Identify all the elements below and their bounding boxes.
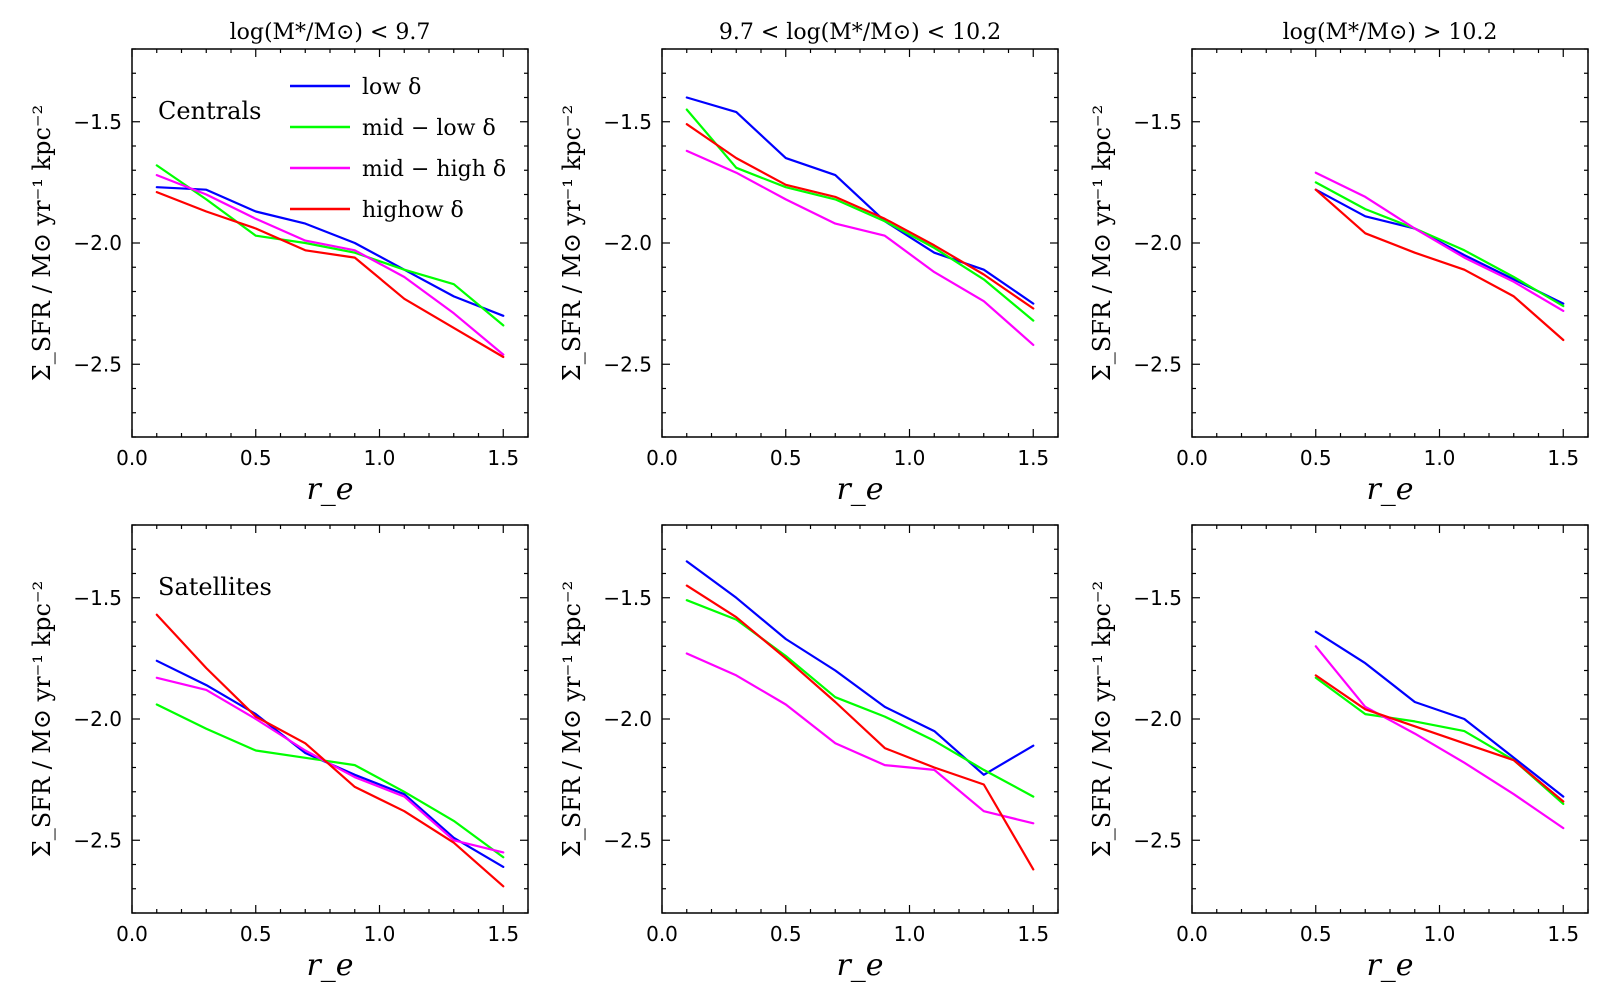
series-line-mid-high	[1314, 645, 1565, 830]
y-tick-label: −1.5	[603, 586, 652, 610]
series-line-mid-low	[685, 108, 1035, 322]
y-axis-label: Σ_SFR / M⊙ yr⁻¹ kpc⁻²	[558, 581, 586, 857]
series-line-low	[685, 560, 1035, 776]
series-line-mid-low	[155, 703, 505, 859]
y-tick-label: −2.5	[603, 352, 652, 376]
series-line-low	[1314, 630, 1565, 798]
y-tick-label: −2.5	[603, 828, 652, 852]
y-tick-label: −2.5	[73, 828, 122, 852]
panel-title: 9.7 < log(M*/M⊙) < 10.2	[719, 20, 1001, 45]
y-tick-label: −2.5	[1133, 352, 1182, 376]
x-axis-label: r_e	[1366, 948, 1413, 983]
series-line-low	[685, 96, 1035, 305]
y-tick-label: −2.5	[1133, 828, 1182, 852]
x-tick-label: 0.5	[770, 446, 802, 470]
x-tick-label: 1.0	[364, 446, 396, 470]
legend-label-low: low δ	[362, 75, 421, 100]
panel-top-2: 0.0 0.5 1.0 1.5 −1.5 −2.0 −2.5 9.7 < log(M*/M⊙)…	[558, 20, 1059, 507]
legend-label-highow: highow δ	[362, 198, 464, 223]
y-tick-label: −2.5	[73, 352, 122, 376]
y-tick-label: −2.0	[603, 231, 652, 255]
y-axis-label: Σ_SFR / M⊙ yr⁻¹ kpc⁻²	[558, 105, 586, 381]
y-axis-label: Σ_SFR / M⊙ yr⁻¹ kpc⁻²	[28, 105, 56, 381]
x-tick-label: 1.5	[1017, 446, 1049, 470]
y-axis-label: Σ_SFR / M⊙ yr⁻¹ kpc⁻²	[1088, 581, 1116, 857]
x-tick-label: 1.5	[1017, 922, 1049, 946]
row-label: Centrals	[158, 97, 261, 125]
x-tick-label: 0.5	[240, 922, 272, 946]
x-tick-label: 0.0	[1176, 922, 1208, 946]
series-line-highow	[1314, 674, 1565, 803]
y-tick-label: −1.5	[1133, 586, 1182, 610]
x-tick-label: 1.0	[894, 446, 926, 470]
series-line-mid-low	[1314, 676, 1565, 806]
series-line-mid-high	[155, 174, 505, 356]
x-tick-label: 0.0	[116, 922, 148, 946]
y-axis-label: Σ_SFR / M⊙ yr⁻¹ kpc⁻²	[28, 581, 56, 857]
panel-top-1: 0.0 0.5 1.0 1.5 −1.5 −2.0 −2.5 log(M*/M⊙) < 9.7…	[28, 20, 529, 507]
series-line-mid-high	[685, 652, 1035, 825]
y-tick-label: −2.0	[1133, 231, 1182, 255]
series-line-highow	[685, 123, 1035, 310]
series-line-highow	[155, 613, 505, 888]
y-axis-label: Σ_SFR / M⊙ yr⁻¹ kpc⁻²	[1088, 105, 1116, 381]
series-line-highow	[685, 584, 1035, 871]
x-tick-label: 0.5	[770, 922, 802, 946]
x-axis-label: r_e	[836, 948, 883, 983]
panel-bottom-1: 0.0 0.5 1.0 1.5 −1.5 −2.0 −2.5 Satellites r_e Σ_S…	[28, 524, 529, 983]
row-label: Satellites	[158, 573, 272, 601]
y-tick-label: −1.5	[603, 110, 652, 134]
series-line-highow	[155, 191, 505, 359]
panel-top-3: 0.0 0.5 1.0 1.5 −1.5 −2.0 −2.5 log(M*/M⊙) > 10.…	[1088, 20, 1589, 507]
panel-title: log(M*/M⊙) < 9.7	[230, 20, 431, 45]
legend-label-mid-high: mid − high δ	[362, 157, 506, 182]
x-tick-label: 1.5	[487, 446, 519, 470]
series-line-mid-low	[685, 599, 1035, 798]
x-tick-label: 0.5	[1300, 446, 1332, 470]
x-tick-label: 0.0	[646, 922, 678, 946]
x-tick-label: 1.0	[1424, 446, 1456, 470]
legend-label-mid-low: mid − low δ	[362, 116, 496, 141]
series-line-mid-low	[155, 164, 505, 327]
series-line-mid-low	[1314, 181, 1565, 308]
y-tick-label: −1.5	[1133, 110, 1182, 134]
x-axis-label: r_e	[306, 472, 353, 507]
panel-bottom-2: 0.0 0.5 1.0 1.5 −1.5 −2.0 −2.5 r_e Σ_SFR / M⊙ yr…	[558, 524, 1059, 983]
x-tick-label: 1.0	[1424, 922, 1456, 946]
x-tick-label: 1.5	[1547, 922, 1579, 946]
x-tick-label: 1.0	[894, 922, 926, 946]
series-line-mid-high	[685, 149, 1035, 346]
x-axis-label: r_e	[836, 472, 883, 507]
x-tick-label: 0.5	[1300, 922, 1332, 946]
y-tick-label: −2.0	[603, 707, 652, 731]
x-tick-label: 0.0	[646, 446, 678, 470]
legend: low δ mid − low δ mid − high δ highow δ	[290, 75, 506, 223]
x-axis-label: r_e	[306, 948, 353, 983]
x-tick-label: 1.0	[364, 922, 396, 946]
x-tick-label: 0.5	[240, 446, 272, 470]
x-tick-label: 0.0	[116, 446, 148, 470]
panel-bottom-3: 0.0 0.5 1.0 1.5 −1.5 −2.0 −2.5 r_e Σ_SFR / M⊙ yr…	[1088, 524, 1589, 983]
x-tick-label: 1.5	[487, 922, 519, 946]
y-tick-label: −1.5	[73, 586, 122, 610]
x-tick-label: 0.0	[1176, 446, 1208, 470]
series-line-highow	[1314, 188, 1565, 342]
y-tick-label: −2.0	[73, 231, 122, 255]
axis-frame	[661, 524, 1059, 914]
y-tick-label: −2.0	[1133, 707, 1182, 731]
y-tick-label: −2.0	[73, 707, 122, 731]
series-line-low	[155, 186, 505, 317]
y-tick-label: −1.5	[73, 110, 122, 134]
x-axis-label: r_e	[1366, 472, 1413, 507]
panel-title: log(M*/M⊙) > 10.2	[1283, 20, 1498, 45]
series-line-low	[1314, 188, 1565, 305]
series-line-mid-high	[1314, 171, 1565, 312]
x-tick-label: 1.5	[1547, 446, 1579, 470]
